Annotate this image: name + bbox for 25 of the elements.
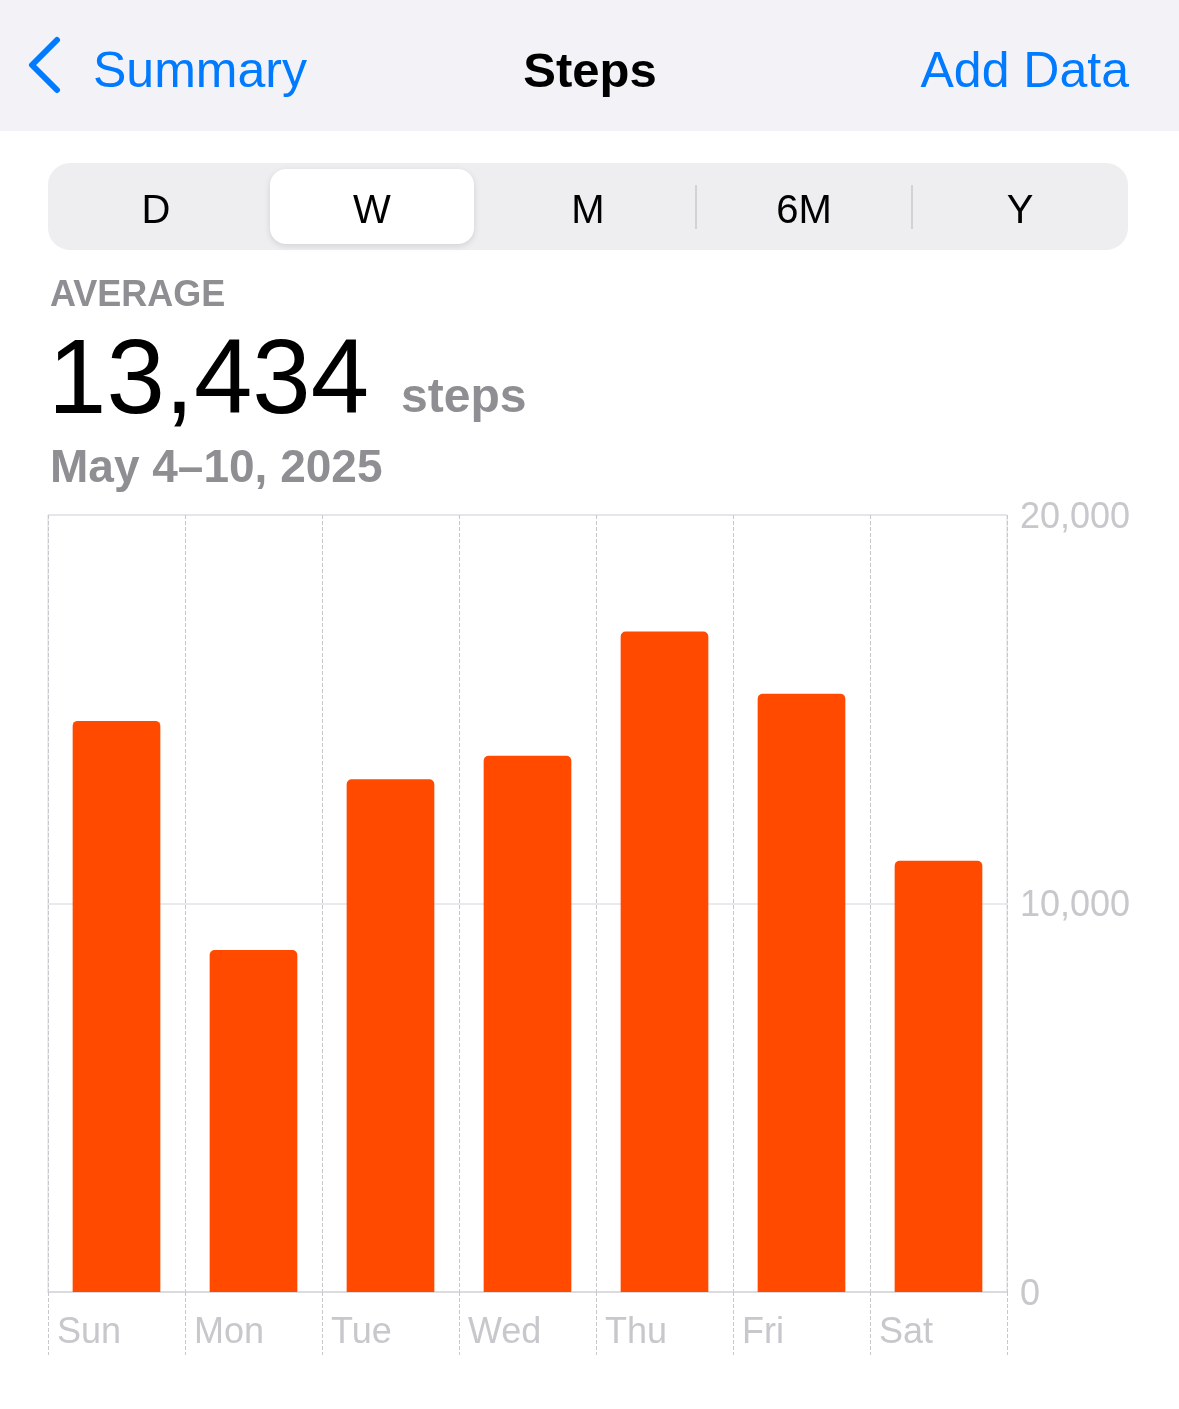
chart-title: Steps xyxy=(523,43,657,97)
x-tick-label: Sat xyxy=(879,1309,934,1351)
bar xyxy=(209,950,298,1292)
text: Add Data xyxy=(920,42,1129,98)
bar xyxy=(757,693,846,1292)
bar xyxy=(483,755,572,1292)
x-tick-label: Thu xyxy=(605,1309,668,1351)
x-tick-label: Fri xyxy=(742,1309,784,1351)
text: Summary xyxy=(93,42,307,98)
bar xyxy=(346,779,435,1292)
bar xyxy=(72,720,161,1292)
text: 13,434 xyxy=(48,318,370,435)
x-tick-label: Sun xyxy=(57,1309,122,1351)
y-tick-label: 20,000 xyxy=(1020,494,1131,536)
bar xyxy=(894,860,983,1292)
bar xyxy=(620,631,709,1292)
segmented-control: D W M 6M Y xyxy=(48,163,1128,250)
text: AVERAGE xyxy=(50,273,226,314)
y-tick-label: 10,000 xyxy=(1020,883,1131,924)
x-tick-label: Tue xyxy=(331,1309,392,1351)
text: May 4–10, 2025 xyxy=(50,440,383,492)
x-tick-label: Mon xyxy=(194,1309,265,1351)
text: steps xyxy=(401,369,527,422)
x-tick-label: Wed xyxy=(468,1309,542,1351)
y-tick-label: 0 xyxy=(1020,1271,1041,1313)
